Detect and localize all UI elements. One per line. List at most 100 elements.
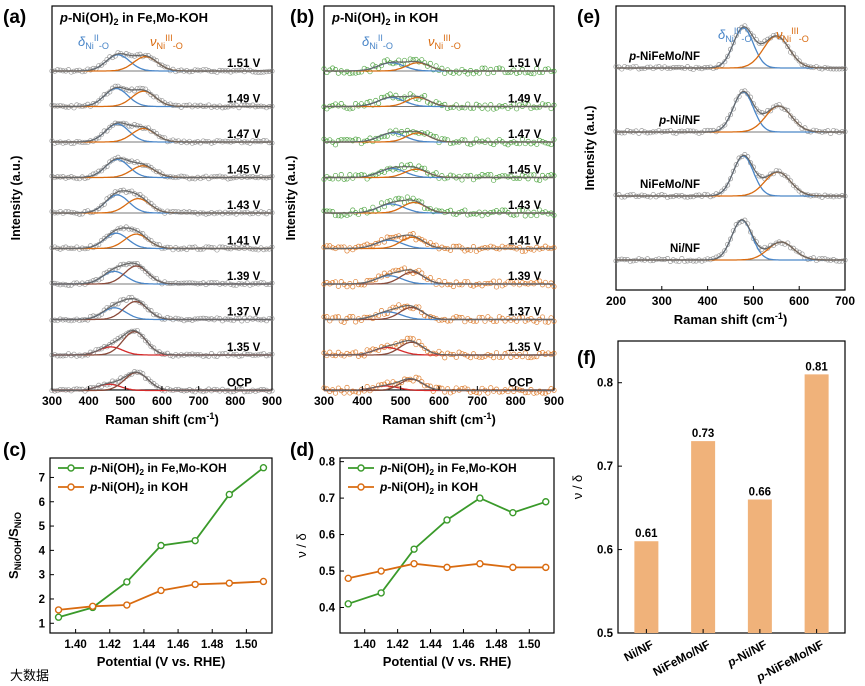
data-point: [796, 121, 802, 127]
data-point: [269, 140, 275, 146]
data-point: [76, 211, 83, 217]
data-point: [545, 319, 551, 325]
data-point: [71, 140, 77, 146]
data-point: [539, 282, 546, 288]
x-tick-label: 1.50: [518, 639, 540, 651]
data-point: [491, 177, 497, 183]
x-axis: 300 400 500 600 700 800 900: [42, 386, 282, 408]
data-point: [324, 314, 330, 320]
data-point: [71, 105, 77, 111]
x-tick-label: 1.44: [133, 639, 156, 651]
data-point: [514, 70, 520, 76]
data-point: [101, 60, 107, 66]
data-point: [630, 64, 636, 70]
data-point: [616, 192, 622, 198]
text-part: -Ni/NF: [666, 115, 700, 127]
bar: [747, 499, 772, 633]
data-point: [482, 65, 488, 71]
text-part: NiO: [13, 512, 23, 528]
data-point: [782, 106, 788, 112]
data-point: [217, 173, 223, 179]
data-point: [233, 245, 239, 251]
data-point: [327, 175, 333, 181]
y-tick-label: 0.4: [319, 602, 336, 614]
data-point: [145, 307, 151, 313]
data-point: [647, 64, 653, 70]
data-point: [768, 35, 774, 41]
data-point: [258, 351, 264, 357]
data-point: [341, 211, 347, 218]
data-point: [217, 244, 223, 250]
data-point: [142, 375, 149, 381]
data-point: [508, 140, 514, 146]
data-point: [839, 258, 845, 264]
data-point: [719, 251, 725, 257]
text-part: -O: [741, 34, 751, 44]
data-point: [470, 71, 477, 77]
data-point: [65, 387, 72, 393]
y-tick-label: 3: [39, 570, 45, 582]
text-part: ): [783, 312, 787, 327]
data-point: [129, 294, 135, 300]
data-point: [725, 53, 731, 59]
data-point: [269, 244, 275, 250]
data-point: [842, 66, 848, 72]
data-point: [261, 138, 267, 144]
data-point: [197, 176, 204, 182]
data-point: [258, 174, 264, 180]
data-point: [250, 102, 256, 108]
data-point: [364, 176, 370, 182]
data-point: [664, 128, 671, 134]
data-point: [482, 353, 488, 359]
data-point: [502, 207, 508, 213]
data-point: [263, 105, 270, 111]
data-point: [137, 85, 143, 91]
fit-envelope: [324, 199, 554, 214]
data-point: [825, 128, 831, 134]
trace-0: p-NiFeMo/NF: [613, 23, 848, 73]
data-point: [217, 138, 223, 144]
data-point: [335, 244, 341, 250]
data-point: [736, 220, 742, 226]
bar: [804, 374, 829, 633]
data-point: [522, 248, 528, 254]
data-point: [200, 138, 206, 144]
trace-label: 1.41 V: [508, 236, 542, 248]
data-point: [49, 208, 55, 215]
text-part: Raman shift (cm: [674, 312, 775, 327]
data-point: [613, 258, 619, 264]
text-part: -O: [799, 34, 809, 44]
data-point: [145, 340, 151, 346]
data-point: [396, 195, 402, 201]
text-part: -O: [383, 41, 393, 51]
x-tick-label: 1.48: [201, 639, 224, 651]
data-point: [727, 112, 734, 118]
data-point: [332, 353, 339, 359]
data-point: [790, 51, 797, 57]
x-tick-label: 700: [835, 294, 855, 308]
data-point: [830, 194, 837, 200]
data-point: [519, 207, 525, 213]
series-point: [191, 536, 199, 545]
text-part: -O: [451, 41, 461, 51]
fit-envelope: [52, 122, 272, 143]
data-point: [793, 118, 799, 124]
text-part: Ni/NF: [622, 637, 656, 664]
data-point: [685, 128, 691, 134]
data-point: [450, 104, 456, 110]
text-part: ν: [428, 34, 435, 49]
data-point: [773, 168, 779, 174]
data-point: [485, 211, 491, 217]
series-point: [476, 560, 484, 568]
data-point: [129, 261, 135, 267]
data-point: [613, 64, 619, 70]
text-part: /S: [6, 528, 21, 541]
series-1: p-Ni(OH)2 in KOH: [54, 480, 268, 614]
category-label: Ni/NF: [622, 637, 656, 664]
data-point: [68, 353, 74, 359]
data-point: [545, 211, 551, 217]
data-point: [175, 209, 182, 215]
data-point: [200, 280, 206, 286]
data-point: [98, 131, 105, 138]
data-point: [450, 315, 456, 321]
